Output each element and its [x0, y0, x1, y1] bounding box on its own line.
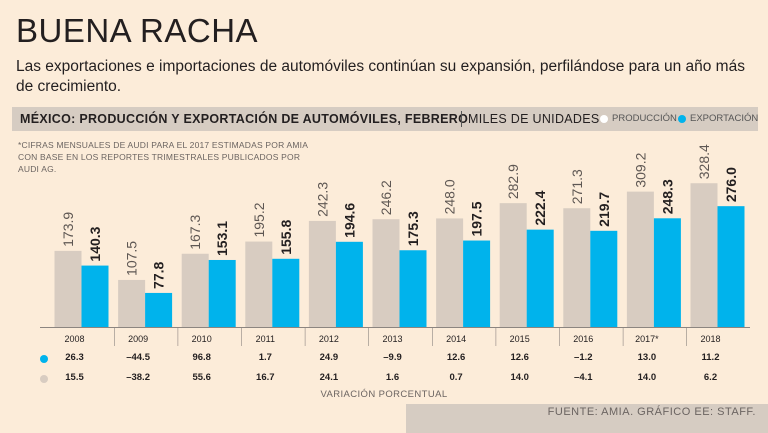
- variacion-exportacion-2017: 13.0: [637, 352, 657, 363]
- variacion-produccion-2011: 16.7: [256, 372, 275, 383]
- bar-produccion-2010: [181, 253, 209, 327]
- tick-label-2014: 2014: [446, 334, 466, 344]
- bar-produccion-2015: [499, 203, 527, 327]
- label-produccion-2018: 328.4: [696, 144, 712, 179]
- variacion-produccion-2014: 0.7: [449, 372, 463, 383]
- label-produccion-2017: 309.2: [632, 152, 648, 187]
- variacion-produccion-2012: 24.1: [319, 372, 339, 383]
- variacion-produccion-2017: 14.0: [637, 372, 657, 383]
- variacion-produccion-2015: 14.0: [510, 372, 529, 383]
- legend-exportacion: EXPORTACIÓN: [678, 113, 758, 124]
- legend-produccion-dot: [600, 114, 608, 123]
- legend-produccion: PRODUCCIÓN: [600, 113, 677, 124]
- tick-label-2011: 2011: [256, 334, 275, 344]
- legend-exportacion-label: EXPORTACIÓN: [690, 113, 759, 124]
- band-title: MÉXICO: PRODUCCIÓN Y EXPORTACIÓN DE AUTO…: [20, 112, 469, 126]
- variacion-produccion-2018: 6.2: [703, 372, 718, 383]
- source-credit: FUENTE: AMIA. GRÁFICO EE: STAFF.: [547, 406, 756, 418]
- variacion-exportacion-2013: –9.9: [383, 352, 402, 363]
- tick-label-2015: 2015: [510, 334, 530, 344]
- label-exportacion-2009: 77.8: [151, 261, 167, 288]
- variacion-exportacion-2015: 12.6: [510, 352, 529, 363]
- label-produccion-2009: 107.5: [124, 241, 140, 276]
- variacion-exportacion-dot: [40, 355, 48, 363]
- legend-produccion-label: PRODUCCIÓN: [612, 113, 677, 124]
- variacion-produccion-2008: 15.5: [65, 372, 84, 383]
- label-produccion-2008: 173.9: [60, 212, 76, 247]
- tick-label-2012: 2012: [319, 334, 339, 344]
- label-exportacion-2017: 248.3: [659, 179, 675, 214]
- bar-produccion-2018: [690, 183, 718, 327]
- units-label: MILES DE UNIDADES: [468, 112, 600, 126]
- label-produccion-2014: 248.0: [442, 179, 458, 214]
- chart-header-band: MÉXICO: PRODUCCIÓN Y EXPORTACIÓN DE AUTO…: [12, 107, 758, 131]
- label-exportacion-2008: 140.3: [87, 226, 103, 261]
- bar-exportacion-2012: [335, 241, 363, 327]
- bar-exportacion-2018: [717, 206, 745, 327]
- bar-exportacion-2016: [590, 230, 618, 327]
- label-produccion-2015: 282.9: [505, 164, 521, 199]
- variacion-exportacion-2012: 24.9: [319, 352, 339, 363]
- bar-produccion-2008: [54, 250, 82, 327]
- label-exportacion-2014: 197.5: [469, 201, 485, 236]
- variacion-exportacion-2016: –1.2: [574, 352, 593, 363]
- variacion-exportacion-2008: 26.3: [65, 352, 84, 363]
- tick-label-2013: 2013: [382, 334, 402, 344]
- bar-exportacion-2010: [208, 259, 236, 327]
- footnote: *CIFRAS MENSUALES DE AUDI PARA EL 2017 E…: [18, 140, 308, 174]
- bar-produccion-2012: [308, 220, 336, 327]
- chart-title: BUENA RACHA: [16, 12, 259, 49]
- bar-produccion-2017: [626, 191, 654, 327]
- label-exportacion-2015: 222.4: [532, 190, 548, 225]
- variacion-exportacion-2011: 1.7: [258, 352, 272, 363]
- label-exportacion-2018: 276.0: [723, 167, 739, 202]
- label-produccion-2010: 167.3: [187, 215, 203, 250]
- bar-exportacion-2011: [272, 258, 300, 327]
- variacion-produccion-row: 15.5 –38.2 55.6 16.7 24.1 1.6 0.7 14.0 –4.1 14.0 6…: [0, 372, 768, 386]
- tick-label-2008: 2008: [64, 334, 84, 344]
- bar-exportacion-2013: [399, 250, 427, 327]
- bar-produccion-2016: [563, 208, 591, 327]
- source-band: FUENTE: AMIA. GRÁFICO EE: STAFF.: [406, 404, 768, 433]
- bar-produccion-2009: [118, 279, 146, 327]
- variacion-exportacion-2014: 12.6: [446, 352, 466, 363]
- variacion-produccion-2016: –4.1: [574, 372, 593, 383]
- variacion-caption: VARIACIÓN PORCENTUAL: [320, 389, 448, 400]
- label-exportacion-2013: 175.3: [405, 211, 421, 246]
- variacion-exportacion-row: 26.3 –44.5 96.8 1.7 24.9 –9.9 12.6 12.6 –1.2 13.0…: [0, 352, 768, 366]
- bar-produccion-2014: [436, 218, 464, 327]
- label-produccion-2011: 195.2: [251, 202, 267, 237]
- bar-exportacion-2014: [463, 240, 491, 327]
- label-exportacion-2012: 194.6: [341, 203, 357, 238]
- bar-exportacion-2008: [81, 265, 109, 327]
- bar-exportacion-2017: [653, 218, 681, 327]
- tick-label-2016: 2016: [573, 334, 593, 344]
- tick-label-2018: 2018: [700, 334, 720, 344]
- label-produccion-2013: 246.2: [378, 180, 394, 215]
- variacion-exportacion-2018: 11.2: [701, 352, 720, 363]
- label-produccion-2016: 271.3: [569, 169, 585, 204]
- label-exportacion-2010: 153.1: [214, 221, 230, 256]
- tick-label-2009: 2009: [128, 334, 148, 344]
- tick-label-2010: 2010: [192, 334, 212, 344]
- variacion-exportacion-2010: 96.8: [192, 352, 211, 363]
- bar-produccion-2013: [372, 219, 400, 327]
- variacion-produccion-2010: 55.6: [192, 372, 211, 383]
- bar-exportacion-2015: [526, 229, 554, 327]
- band-divider: [461, 111, 462, 127]
- variacion-produccion-2009: –38.2: [126, 372, 150, 383]
- variacion-produccion-dot: [40, 375, 48, 383]
- label-exportacion-2016: 219.7: [596, 192, 612, 227]
- bar-produccion-2011: [245, 241, 273, 327]
- legend-exportacion-dot: [678, 114, 686, 123]
- label-exportacion-2011: 155.8: [278, 220, 294, 255]
- chart-subtitle: Las exportaciones e importaciones de aut…: [16, 58, 745, 95]
- bar-exportacion-2009: [145, 292, 173, 327]
- variacion-exportacion-2009: –44.5: [126, 352, 150, 363]
- variacion-produccion-2013: 1.6: [385, 372, 400, 383]
- tick-label-2017: 2017*: [635, 334, 659, 344]
- label-produccion-2012: 242.3: [314, 182, 330, 217]
